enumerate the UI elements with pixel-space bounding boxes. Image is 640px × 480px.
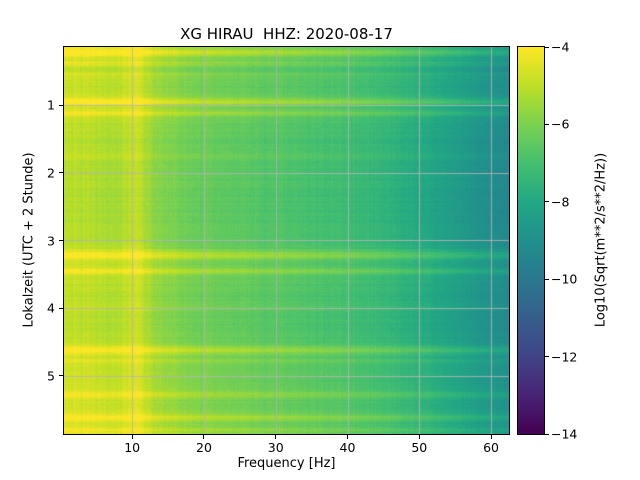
x-tick	[275, 435, 277, 439]
y-tick	[59, 104, 63, 106]
colorbar-tick-label: −6	[551, 116, 570, 132]
colorbar-tick	[545, 46, 549, 48]
colorbar-label: Log10(Sqrt(m**2/s**2/Hz))	[593, 152, 609, 328]
spectrogram-heatmap	[64, 47, 509, 434]
y-tick-label: 4	[47, 300, 55, 316]
x-tick	[490, 435, 492, 439]
y-tick	[59, 240, 63, 241]
colorbar-tick	[545, 201, 549, 203]
x-tick-label: 50	[411, 440, 428, 455]
y-tick-label: 2	[47, 165, 55, 181]
x-tick	[418, 435, 420, 439]
x-tick-label: 40	[339, 440, 356, 455]
x-tick-label: 10	[124, 440, 141, 455]
y-tick	[59, 375, 63, 377]
x-tick-label: 20	[196, 440, 212, 455]
x-tick-label: 30	[267, 440, 284, 455]
y-tick-label: 5	[47, 368, 55, 384]
x-tick	[203, 435, 205, 439]
x-tick	[131, 435, 133, 439]
colorbar-tick	[545, 356, 549, 358]
y-tick-label: 3	[47, 233, 55, 248]
y-tick	[59, 172, 63, 174]
colorbar-tick	[545, 123, 549, 125]
colorbar-tick-label: −14	[551, 426, 578, 442]
colorbar-tick	[545, 433, 549, 435]
colorbar-tick-label: −4	[551, 39, 570, 55]
colorbar-tick	[545, 278, 549, 280]
x-tick	[347, 435, 348, 439]
colorbar-tick-label: −12	[551, 349, 578, 365]
y-tick	[59, 307, 63, 309]
x-axis-label: Frequency [Hz]	[237, 456, 336, 471]
chart-title: XG HIRAU HHZ: 2020-08-17	[180, 25, 393, 43]
colorbar	[518, 47, 544, 434]
x-tick-label: 60	[483, 440, 499, 455]
y-tick-label: 1	[47, 97, 55, 113]
colorbar-tick-label: −8	[551, 194, 570, 210]
colorbar-tick-label: −10	[551, 271, 578, 287]
